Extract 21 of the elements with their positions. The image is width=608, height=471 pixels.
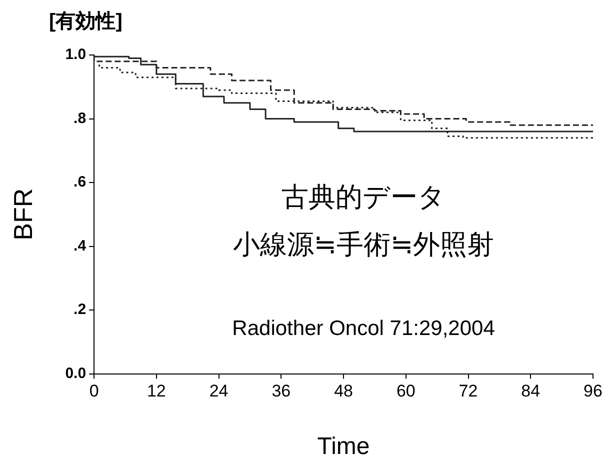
x-tick-label: 36 bbox=[272, 382, 291, 401]
x-tick-label: 84 bbox=[521, 382, 540, 401]
x-tick-label: 60 bbox=[396, 382, 416, 401]
annotation: 小線源≒手術≒外照射 bbox=[232, 230, 494, 260]
x-axis-title: Time bbox=[317, 433, 370, 460]
chart-title: [有効性] bbox=[49, 10, 122, 33]
y-axis-title: BFR bbox=[8, 188, 38, 240]
annotation: Radiother Oncol 71:29,2004 bbox=[232, 316, 496, 340]
x-tick-label: 0 bbox=[89, 382, 99, 401]
y-tick-label: 0.0 bbox=[65, 364, 86, 382]
x-tick-label: 96 bbox=[584, 382, 602, 401]
x-tick-label: 72 bbox=[458, 382, 478, 401]
y-tick-label: .6 bbox=[74, 174, 86, 191]
y-tick-label: 1.0 bbox=[65, 46, 86, 64]
x-tick-label: 48 bbox=[334, 382, 353, 401]
y-tick-label: .4 bbox=[74, 237, 87, 254]
y-tick-label: .2 bbox=[74, 301, 86, 318]
x-tick-label: 12 bbox=[146, 382, 166, 401]
x-tick-label: 24 bbox=[209, 382, 228, 401]
y-tick-label: .8 bbox=[74, 110, 86, 127]
annotation: 古典的データ bbox=[282, 182, 446, 212]
